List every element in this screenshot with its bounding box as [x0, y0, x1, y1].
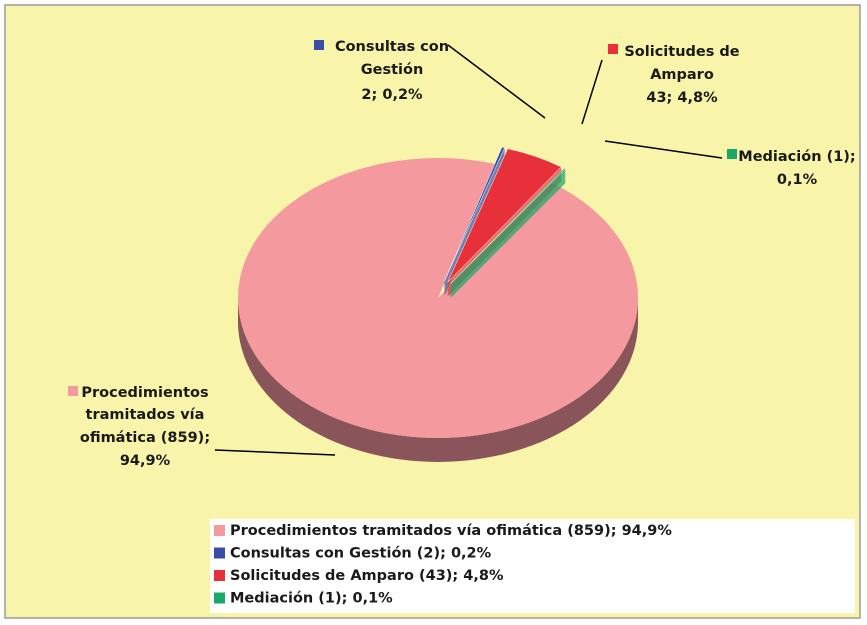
legend-label: Procedimientos tramitados vía ofimática … [230, 523, 672, 539]
data-label: 0,1% [777, 172, 818, 188]
data-label: ofimática (859); [80, 430, 210, 446]
data-label: 94,9% [120, 453, 171, 469]
data-label: Procedimientos [81, 385, 208, 401]
data-label: Solicitudes de [624, 44, 739, 60]
leader-line [604, 140, 723, 159]
slice [444, 146, 505, 282]
data-label: Mediación (1); [738, 149, 855, 165]
slice [447, 148, 562, 283]
legend-label: Solicitudes de Amparo (43); 4,8% [230, 568, 504, 584]
legend-box [210, 519, 855, 613]
legend-label: Mediación (1); 0,1% [230, 591, 393, 607]
data-label: Gestión [361, 62, 424, 78]
slice [237, 157, 638, 438]
data-label: tramitados vía [86, 407, 205, 423]
label-key [314, 40, 324, 50]
leader-line [214, 449, 336, 456]
legend-key [214, 570, 225, 581]
slice-side [450, 168, 566, 298]
data-label: 43; 4,8% [646, 90, 718, 106]
label-key [727, 149, 737, 159]
data-label: Consultas con [335, 39, 449, 55]
pie-side [238, 298, 638, 462]
legend-key [214, 525, 225, 536]
label-key [608, 44, 618, 54]
data-label: 2; 0,2% [361, 87, 423, 103]
legend-key [214, 592, 225, 604]
legend-label: Consultas con Gestión (2); 0,2% [230, 546, 492, 562]
slice [450, 168, 566, 284]
leader-line [581, 59, 603, 125]
leader-line [447, 44, 546, 119]
label-key [68, 386, 78, 396]
legend-key [214, 547, 225, 559]
data-label: Amparo [650, 67, 714, 83]
